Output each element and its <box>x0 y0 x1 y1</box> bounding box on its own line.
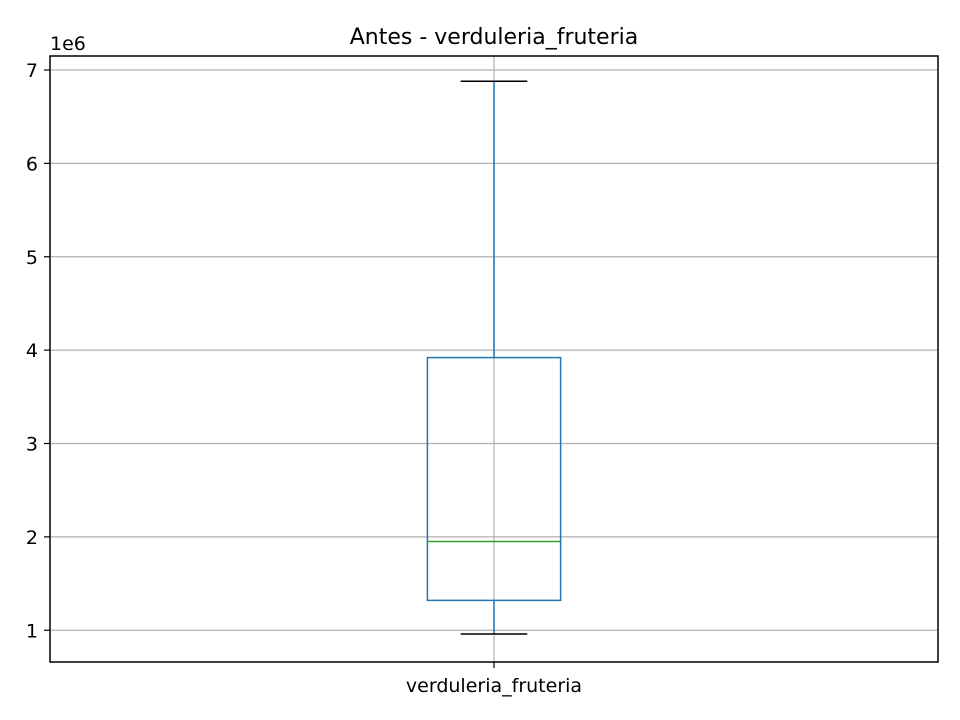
y-tick-label: 4 <box>26 340 38 362</box>
iqr-box <box>426 356 562 602</box>
y-tick-label: 2 <box>26 527 38 549</box>
box-marks <box>426 80 562 635</box>
plot-frame <box>49 55 939 663</box>
x-tick-label: verduleria_fruteria <box>406 675 582 697</box>
y-tick-label: 5 <box>26 247 38 269</box>
axis-ticks: 1 2 3 4 5 6 7 verduleria_fruteria <box>26 60 582 697</box>
y-tick-label: 1 <box>26 620 38 642</box>
y-tick-label: 7 <box>26 60 38 82</box>
y-axis-offset-label: 1e6 <box>50 33 86 55</box>
y-tick-label: 3 <box>26 434 38 456</box>
chart-title: Antes - verduleria_fruteria <box>350 25 638 50</box>
y-tick-label: 6 <box>26 153 38 175</box>
